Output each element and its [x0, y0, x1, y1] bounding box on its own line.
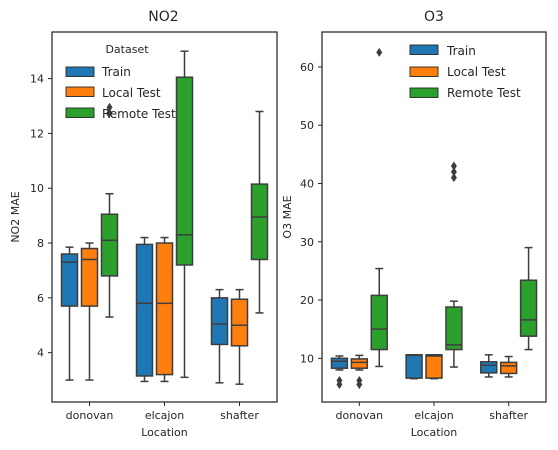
no2-axes-frame	[51, 31, 278, 403]
no2-y-tick-label-10: 10	[30, 182, 44, 195]
o3-y-tick-label-40: 40	[300, 177, 314, 190]
o3-donovan-remote-test-box	[370, 294, 388, 351]
o3-y-tick-label-30: 30	[300, 236, 314, 249]
no2-x-tick-label-elcajon: elcajon	[145, 409, 184, 422]
o3-legend-label-remote-test: Remote Test	[447, 86, 521, 100]
no2-x-axis-label: Location	[141, 426, 188, 439]
o3-elcajon-train-box	[405, 354, 423, 379]
o3-donovan-train-outlier-1	[336, 375, 343, 385]
o3-shafter-local-test-box	[499, 361, 518, 375]
o3-y-tick-label-60: 60	[300, 61, 314, 74]
o3-legend-swatch-local-test	[409, 66, 439, 77]
o3-x-ticks: donovan elcajon shafter	[336, 402, 529, 422]
o3-y-axis-label: O3 MAE	[281, 195, 294, 238]
o3-chart-title: O3	[424, 9, 444, 25]
no2-x-ticks: donovan elcajon shafter	[66, 402, 259, 422]
no2-shafter-train-box	[210, 297, 229, 346]
no2-y-ticks: 4 6 8 10 12 14	[30, 73, 52, 360]
o3-x-tick-label-elcajon: elcajon	[414, 409, 453, 422]
o3-shafter-remote-test-box	[519, 279, 538, 337]
no2-chart-title: NO2	[148, 9, 178, 25]
no2-legend-label-remote-test: Remote Test	[102, 107, 176, 121]
no2-y-tick-label-4: 4	[37, 347, 44, 360]
no2-y-tick-label-8: 8	[37, 237, 44, 250]
no2-legend-label-local-test: Local Test	[102, 86, 161, 100]
o3-x-axis-label: Location	[411, 426, 458, 439]
o3-x-tick-label-donovan: donovan	[336, 409, 384, 422]
o3-donovan-local-test-box	[350, 358, 369, 369]
no2-donovan-remote-test-box	[100, 213, 119, 277]
no2-elcajon-train-box	[135, 243, 154, 377]
no2-y-axis-label: NO2 MAE	[9, 191, 22, 242]
no2-legend-swatch-train	[65, 66, 95, 77]
o3-x-tick-label-shafter: shafter	[489, 409, 528, 422]
no2-shafter-local-test-box	[230, 298, 249, 347]
o3-panel: O3 10 20 30 40 50 60 donovan elcajon shafter O3…	[281, 9, 547, 439]
o3-axes-frame	[321, 31, 547, 403]
no2-donovan-remote-test-outlier-0	[106, 108, 113, 118]
o3-elcajon-remote-test-outlier-2	[450, 161, 457, 171]
o3-legend-swatch-remote-test	[409, 87, 439, 98]
no2-legend-label-train: Train	[101, 65, 131, 79]
o3-box-marks	[330, 47, 538, 390]
o3-donovan-local-test-outlier-1	[356, 375, 363, 385]
no2-x-tick-label-shafter: shafter	[220, 409, 259, 422]
o3-donovan-remote-test-outlier-0	[376, 47, 383, 57]
o3-elcajon-remote-test-outlier-1	[450, 167, 457, 177]
no2-elcajon-local-test-box	[155, 242, 174, 376]
no2-legend-swatch-remote-test	[65, 107, 95, 118]
no2-legend-swatch-local-test	[65, 86, 95, 97]
no2-donovan-remote-test-outlier-1	[106, 102, 113, 112]
no2-x-tick-label-donovan: donovan	[66, 409, 114, 422]
o3-legend-label-train: Train	[446, 44, 476, 58]
no2-y-tick-label-6: 6	[37, 292, 44, 305]
o3-legend-label-local-test: Local Test	[447, 65, 506, 79]
no2-panel: NO2 4 6 8 10 12 14 donovan elcajon shafter NO2 …	[9, 9, 278, 439]
o3-elcajon-local-test-box	[425, 354, 443, 379]
no2-donovan-local-test-box	[80, 247, 99, 307]
o3-elcajon-remote-test-outlier-0	[450, 173, 457, 183]
o3-legend-swatch-train	[409, 44, 439, 55]
o3-y-ticks: 10 20 30 40 50 60	[300, 61, 322, 365]
no2-y-tick-label-14: 14	[30, 73, 44, 86]
no2-donovan-train-box	[60, 253, 79, 307]
no2-elcajon-remote-test-box	[175, 76, 194, 266]
o3-y-tick-label-50: 50	[300, 119, 314, 132]
o3-y-tick-label-20: 20	[300, 294, 314, 307]
no2-legend: Dataset Train Local Test Remote Test	[65, 43, 176, 121]
no2-box-marks	[60, 50, 269, 385]
o3-elcajon-remote-test-box	[445, 306, 463, 351]
o3-shafter-train-box	[480, 361, 498, 374]
o3-legend: Train Local Test Remote Test	[409, 44, 521, 100]
no2-shafter-remote-test-box	[250, 183, 269, 261]
no2-legend-title: Dataset	[105, 43, 149, 56]
o3-donovan-train-box	[330, 357, 349, 369]
no2-y-tick-label-12: 12	[30, 127, 44, 140]
o3-y-tick-label-10: 10	[300, 352, 314, 365]
